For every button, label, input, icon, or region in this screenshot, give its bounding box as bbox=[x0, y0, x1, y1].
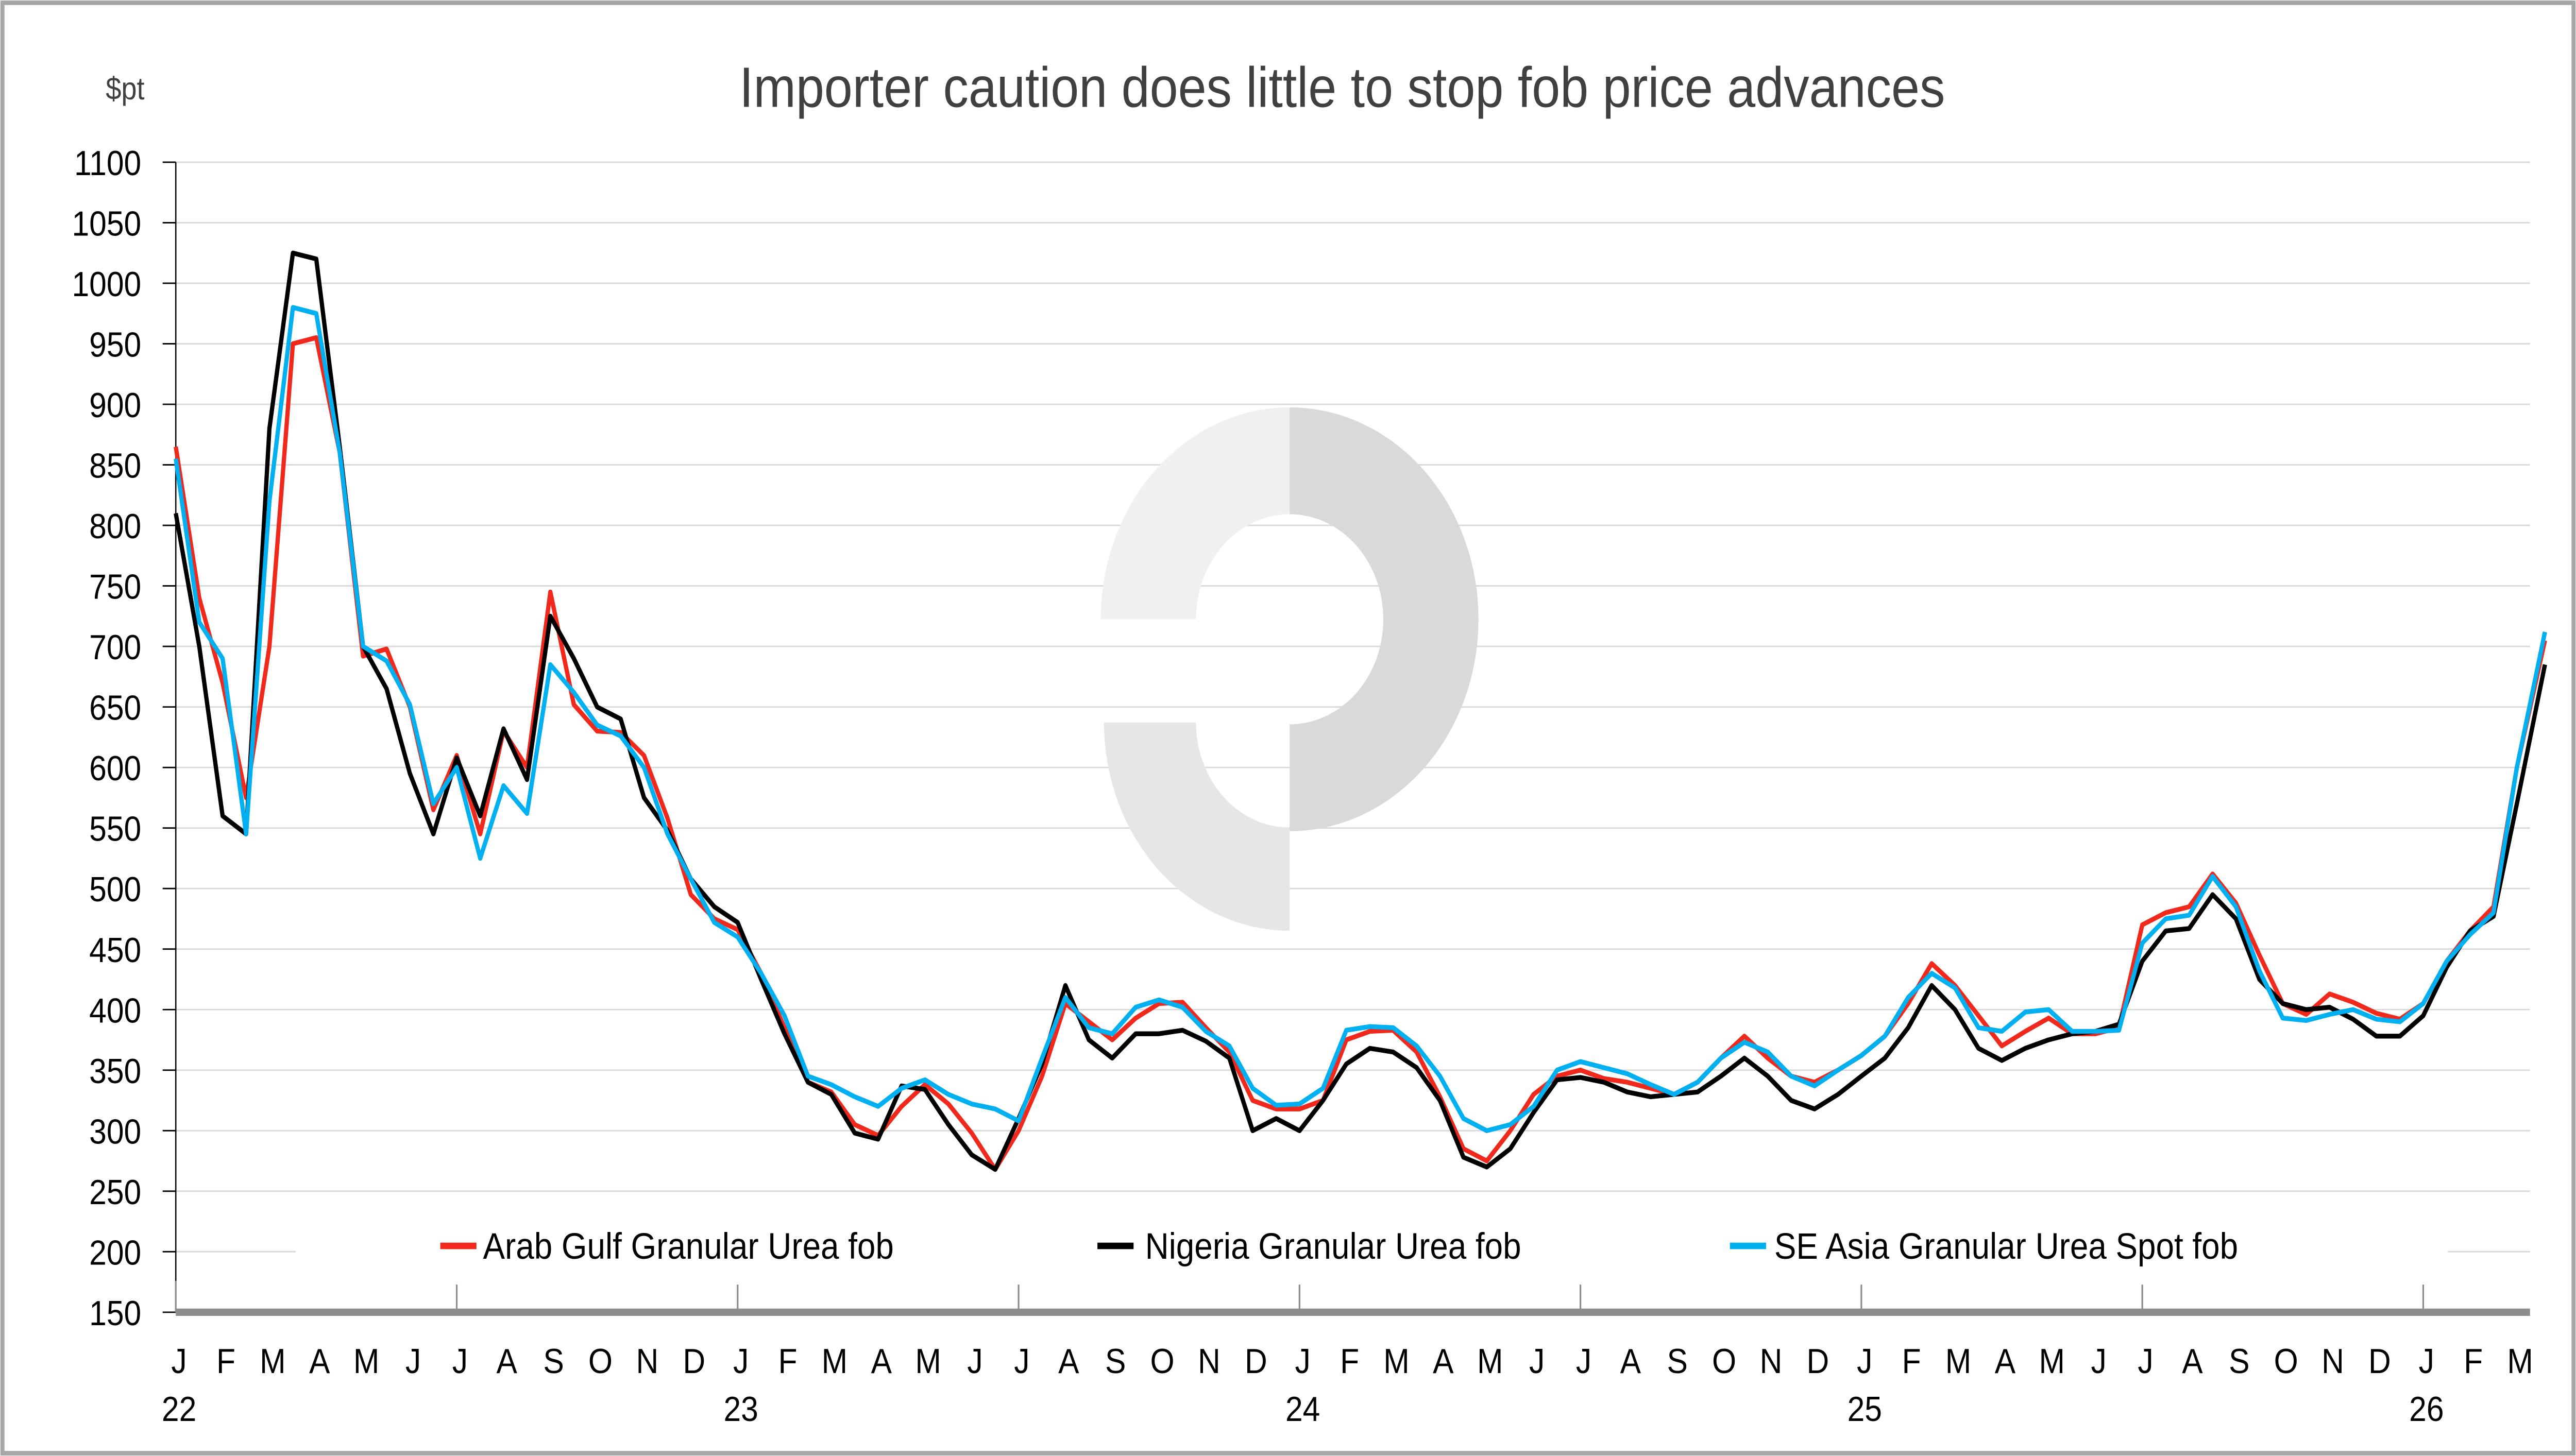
x-month-label: S bbox=[543, 1342, 564, 1381]
series-lines bbox=[174, 250, 2547, 1172]
x-month-label: A bbox=[2182, 1342, 2202, 1381]
y-tick-label: 300 bbox=[89, 1112, 141, 1151]
x-month-label: D bbox=[1807, 1342, 1829, 1381]
x-month-label: J bbox=[2419, 1342, 2434, 1381]
x-year-label: 23 bbox=[723, 1390, 758, 1429]
x-month-label: N bbox=[636, 1342, 659, 1381]
x-month-label: D bbox=[2368, 1342, 2391, 1381]
y-tick-label: 450 bbox=[89, 931, 141, 970]
x-month-label: A bbox=[1433, 1342, 1453, 1381]
x-month-label: S bbox=[1105, 1342, 1126, 1381]
x-month-label: J bbox=[2091, 1342, 2107, 1381]
x-month-label: M bbox=[1477, 1342, 1503, 1381]
legend-background bbox=[295, 1207, 2448, 1285]
y-tick-label: 600 bbox=[89, 749, 141, 788]
y-tick-label: 900 bbox=[89, 386, 141, 425]
x-month-label: M bbox=[822, 1342, 848, 1381]
legend-label-arab-gulf: Arab Gulf Granular Urea fob bbox=[483, 1226, 894, 1267]
x-month-label: M bbox=[1383, 1342, 1409, 1381]
x-month-label: F bbox=[778, 1342, 798, 1381]
x-month-label: S bbox=[1667, 1342, 1688, 1381]
y-tick-label: 1000 bbox=[72, 265, 141, 304]
x-month-label: J bbox=[1295, 1342, 1311, 1381]
x-month-label: N bbox=[2321, 1342, 2344, 1381]
x-month-label: M bbox=[260, 1342, 285, 1381]
x-month-label: S bbox=[2229, 1342, 2249, 1381]
x-month-label: D bbox=[1245, 1342, 1267, 1381]
x-month-label: A bbox=[497, 1342, 517, 1381]
legend-label-nigeria: Nigeria Granular Urea fob bbox=[1145, 1226, 1521, 1267]
x-month-label: J bbox=[967, 1342, 982, 1381]
x-month-label: A bbox=[871, 1342, 892, 1381]
x-month-label: J bbox=[171, 1342, 187, 1381]
x-month-label: F bbox=[2464, 1342, 2483, 1381]
watermark-segment-bottom-left bbox=[1104, 722, 1290, 931]
y-tick-label: 950 bbox=[89, 325, 141, 364]
y-tick-label: 750 bbox=[89, 567, 141, 606]
y-axis: 150 200 250 300 350 400 450 500 550 600 650 700 750 8… bbox=[72, 144, 177, 1333]
y-tick-label: 200 bbox=[89, 1233, 141, 1272]
watermark-segment-top-left bbox=[1100, 407, 1290, 620]
x-month-label: A bbox=[1058, 1342, 1079, 1381]
legend-label-se-asia: SE Asia Granular Urea Spot fob bbox=[1774, 1226, 2238, 1267]
x-month-label: O bbox=[1712, 1342, 1736, 1381]
y-tick-label: 350 bbox=[89, 1052, 141, 1091]
x-month-label: M bbox=[2039, 1342, 2065, 1381]
y-tick-label: 500 bbox=[89, 870, 141, 909]
x-month-label: F bbox=[216, 1342, 235, 1381]
x-month-label: F bbox=[1340, 1342, 1359, 1381]
x-month-label: J bbox=[1857, 1342, 1872, 1381]
y-tick-label: 650 bbox=[89, 688, 141, 727]
y-tick-label: 700 bbox=[89, 628, 141, 667]
x-year-label: 26 bbox=[2409, 1390, 2444, 1429]
x-month-label: J bbox=[1014, 1342, 1029, 1381]
x-month-label: O bbox=[1150, 1342, 1175, 1381]
series-line-se-asia-granular-urea-spot-fob bbox=[174, 305, 2547, 1134]
x-month-label: N bbox=[1198, 1342, 1221, 1381]
x-month-label: M bbox=[2507, 1342, 2533, 1381]
x-month-label: J bbox=[405, 1342, 421, 1381]
x-year-label: 22 bbox=[162, 1390, 196, 1429]
watermark-segment-right bbox=[1290, 407, 1479, 831]
x-month-label: A bbox=[1620, 1342, 1641, 1381]
x-month-label: M bbox=[353, 1342, 379, 1381]
x-month-label: F bbox=[1902, 1342, 1921, 1381]
x-month-label: J bbox=[1529, 1342, 1545, 1381]
y-tick-label: 800 bbox=[89, 507, 141, 546]
chart-title: Importer caution does little to stop fob… bbox=[739, 56, 1945, 119]
watermark-logo bbox=[1100, 407, 1479, 931]
legend: Arab Gulf Granular Urea fob Nigeria Gran… bbox=[440, 1226, 2238, 1267]
x-month-label: J bbox=[2138, 1342, 2153, 1381]
y-tick-label: 1100 bbox=[74, 144, 141, 183]
x-month-label: N bbox=[1760, 1342, 1783, 1381]
x-month-label: M bbox=[915, 1342, 941, 1381]
y-tick-label: 1050 bbox=[72, 204, 141, 243]
x-month-label: J bbox=[452, 1342, 468, 1381]
series-line-nigeria-granular-urea-fob bbox=[174, 250, 2547, 1172]
x-month-label: A bbox=[309, 1342, 330, 1381]
x-month-label: M bbox=[1945, 1342, 1971, 1381]
y-tick-label: 400 bbox=[89, 991, 141, 1030]
y-tick-label: 850 bbox=[89, 446, 141, 485]
x-month-label: J bbox=[1576, 1342, 1591, 1381]
y-axis-unit: $pt bbox=[106, 72, 144, 107]
y-tick-label: 550 bbox=[89, 809, 141, 848]
y-tick-label: 250 bbox=[89, 1173, 141, 1212]
x-year-label: 24 bbox=[1285, 1390, 1320, 1429]
y-tick-label: 150 bbox=[89, 1294, 141, 1333]
x-month-label: D bbox=[683, 1342, 705, 1381]
x-month-label: A bbox=[1995, 1342, 2015, 1381]
x-year-label: 25 bbox=[1848, 1390, 1882, 1429]
x-month-label: J bbox=[733, 1342, 749, 1381]
x-month-label: O bbox=[588, 1342, 613, 1381]
x-month-label: O bbox=[2274, 1342, 2298, 1381]
